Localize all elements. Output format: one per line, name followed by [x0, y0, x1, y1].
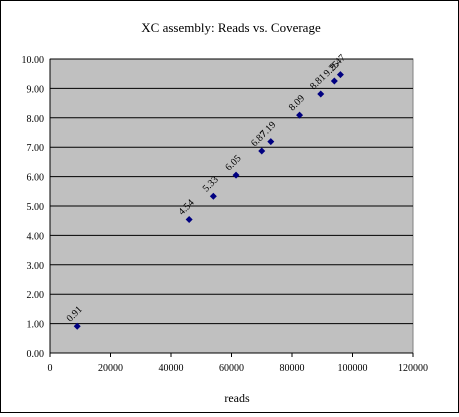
y-axis-ticks: 0.00 1.00 2.00 3.00 4.00 5.00 6.00 7.00 8.00 9.00… — [22, 55, 45, 360]
y-tick-label: 9.00 — [27, 84, 45, 95]
data-point — [267, 138, 275, 146]
data-point — [73, 322, 81, 330]
x-tick-label: 0 — [48, 363, 53, 374]
y-tick-label: 4.00 — [27, 231, 45, 242]
y-tick-label: 7.00 — [27, 143, 45, 154]
data-point — [296, 111, 304, 119]
data-point — [232, 171, 240, 179]
data-point — [330, 77, 338, 85]
data-point — [317, 90, 325, 98]
y-tick-label: 3.00 — [27, 261, 45, 272]
chart-title: XC assembly: Reads vs. Coverage — [141, 20, 321, 35]
y-tick-label: 0.00 — [27, 349, 45, 360]
y-tick-label: 10.00 — [22, 55, 45, 66]
y-tick-label: 2.00 — [27, 290, 45, 301]
gridlines — [49, 58, 413, 354]
x-axis-label: reads — [224, 391, 250, 405]
data-point — [258, 147, 266, 155]
y-tick-label: 6.00 — [27, 173, 45, 184]
x-tick-label: 100000 — [338, 363, 368, 374]
y-tick-label: 8.00 — [27, 114, 45, 125]
x-axis-ticks: 0 20000 40000 60000 80000 100000 120000 — [48, 353, 428, 374]
x-tick-label: 20000 — [98, 363, 123, 374]
y-tick-label: 5.00 — [27, 202, 45, 213]
data-point — [209, 192, 217, 200]
x-tick-label: 40000 — [159, 363, 184, 374]
data-points — [73, 71, 344, 330]
data-point — [185, 216, 193, 224]
x-tick-label: 120000 — [398, 363, 428, 374]
data-point — [336, 71, 344, 79]
x-tick-label: 80000 — [280, 363, 305, 374]
y-tick-label: 1.00 — [27, 320, 45, 331]
x-tick-label: 60000 — [219, 363, 244, 374]
